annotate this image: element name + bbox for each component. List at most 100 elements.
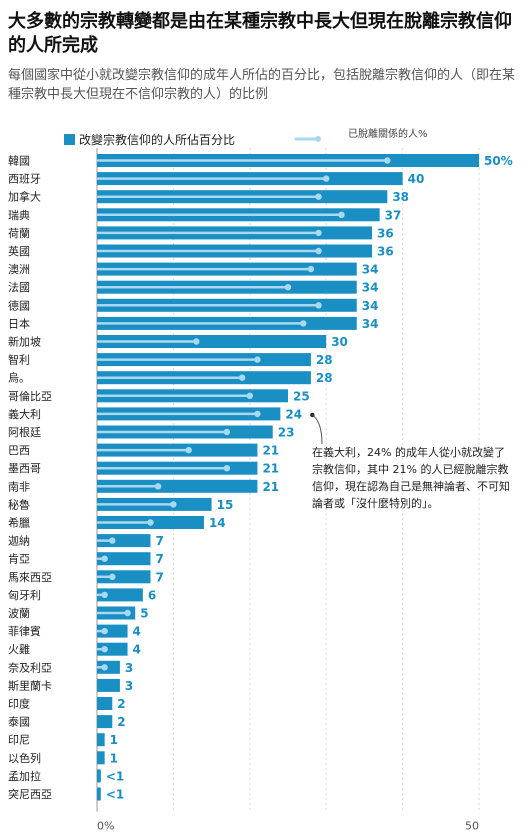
annotation-leader	[312, 414, 323, 445]
chart-subtitle: 每個國家中從小就改變宗教信仰的成年人所佔的百分比，包括脫離宗教信仰的人（即在某種…	[8, 68, 516, 102]
category-label: 斯里蘭卡	[8, 679, 52, 692]
value-label: 38	[392, 190, 409, 204]
bar	[97, 715, 113, 729]
disaffiliated-dot	[185, 446, 192, 454]
bar	[97, 678, 120, 692]
value-label: 37	[385, 208, 402, 222]
category-label: 匈牙利	[8, 588, 41, 602]
disaffiliated-dot	[254, 356, 261, 363]
x-tick-label: 50	[465, 820, 479, 832]
value-label: 21	[262, 462, 279, 476]
category-label: 瑞典	[8, 208, 30, 222]
category-label: 迦納	[8, 535, 30, 548]
category-label: 荷蘭	[8, 227, 30, 240]
category-label: 智利	[8, 353, 30, 367]
category-label: 澳洲	[8, 263, 30, 276]
disaffiliated-dot	[315, 247, 322, 255]
legend-dot-marker	[315, 136, 321, 142]
category-label: 以色列	[8, 751, 41, 765]
category-label: 肯亞	[8, 553, 30, 566]
category-label: 加拿大	[8, 190, 41, 204]
value-label: 25	[293, 389, 310, 403]
disaffiliated-dot	[101, 591, 108, 599]
category-label: 烏。	[8, 371, 30, 385]
disaffiliated-dot	[223, 428, 231, 436]
disaffiliated-dot	[147, 519, 154, 526]
value-label: 36	[377, 226, 394, 240]
bar	[97, 697, 113, 710]
category-label: 希臘	[8, 516, 30, 530]
disaffiliated-dot	[307, 265, 315, 273]
bar	[97, 642, 128, 656]
chart-title: 大多數的宗教轉變都是由在某種宗教中長大但現在脫離宗教信仰的人所完成	[8, 11, 512, 56]
bar	[97, 588, 143, 602]
disaffiliated-dot	[246, 392, 253, 399]
category-label: 法國	[8, 280, 30, 294]
legend-bar-swatch	[64, 134, 75, 145]
disaffiliated-dot	[124, 609, 131, 617]
value-label: 3	[125, 679, 133, 693]
value-label: 34	[362, 299, 379, 313]
bar	[97, 552, 151, 566]
category-label: 韓國	[8, 155, 30, 168]
value-label: 7	[155, 534, 163, 548]
category-label: 火雞	[8, 642, 30, 656]
disaffiliated-dot	[170, 501, 177, 508]
bar	[97, 570, 151, 584]
disaffiliated-dot	[223, 465, 231, 472]
disaffiliated-dot	[101, 664, 108, 671]
bar	[97, 624, 128, 638]
bar	[97, 751, 105, 765]
disaffiliated-dot	[315, 302, 322, 309]
disaffiliated-dot	[109, 573, 116, 580]
value-label: 36	[377, 245, 394, 259]
category-label: 泰國	[8, 715, 30, 729]
bar	[97, 479, 258, 493]
category-label: 波蘭	[8, 607, 30, 620]
bar	[97, 660, 120, 674]
category-label: 突尼西亞	[8, 787, 52, 801]
value-label: 34	[362, 317, 379, 331]
value-label: 28	[316, 353, 333, 367]
category-label: 印尼	[8, 734, 30, 747]
category-label: 菲律賓	[8, 624, 41, 638]
disaffiliated-dot	[300, 320, 307, 327]
category-label: 南非	[8, 480, 30, 493]
value-label: 15	[217, 498, 234, 512]
value-label: 28	[316, 371, 333, 385]
value-label: 7	[155, 570, 163, 584]
category-label: 巴西	[8, 444, 30, 457]
value-label: 14	[209, 516, 226, 530]
disaffiliated-dot	[109, 537, 116, 544]
category-label: 馬來西亞	[8, 571, 52, 584]
category-label: 哥倫比亞	[8, 389, 52, 403]
disaffiliated-dot	[323, 175, 330, 182]
value-label: 50%	[484, 154, 513, 168]
value-label: 40	[408, 172, 425, 186]
disaffiliated-dot	[338, 211, 345, 218]
value-label: 2	[117, 715, 125, 729]
legend-bar-label: 改變宗教信仰的人所佔百分比	[79, 132, 235, 147]
disaffiliated-dot	[193, 338, 200, 345]
disaffiliated-dot	[238, 374, 246, 381]
value-label: 1	[110, 733, 118, 747]
x-tick-label: 0%	[97, 820, 114, 832]
category-label: 義大利	[8, 407, 41, 421]
disaffiliated-dot	[284, 284, 292, 291]
value-label: 30	[331, 335, 348, 349]
category-label: 奈及利亞	[8, 660, 52, 674]
italy-annotation: 在義大利，24% 的成年人從小就改變了宗教信仰，其中 21% 的人已經脫離宗教信…	[312, 446, 510, 510]
disaffiliated-dot	[315, 193, 322, 200]
value-label: 6	[148, 588, 156, 602]
bar	[97, 769, 101, 783]
disaffiliated-dot	[315, 229, 322, 237]
category-label: 新加坡	[8, 335, 41, 349]
value-label: 4	[133, 625, 141, 639]
disaffiliated-dot	[384, 157, 391, 164]
value-label: 34	[362, 281, 379, 295]
category-label: 日本	[8, 316, 30, 330]
value-label: 21	[262, 480, 279, 494]
category-label: 孟加拉	[8, 769, 41, 783]
bar	[97, 335, 327, 348]
